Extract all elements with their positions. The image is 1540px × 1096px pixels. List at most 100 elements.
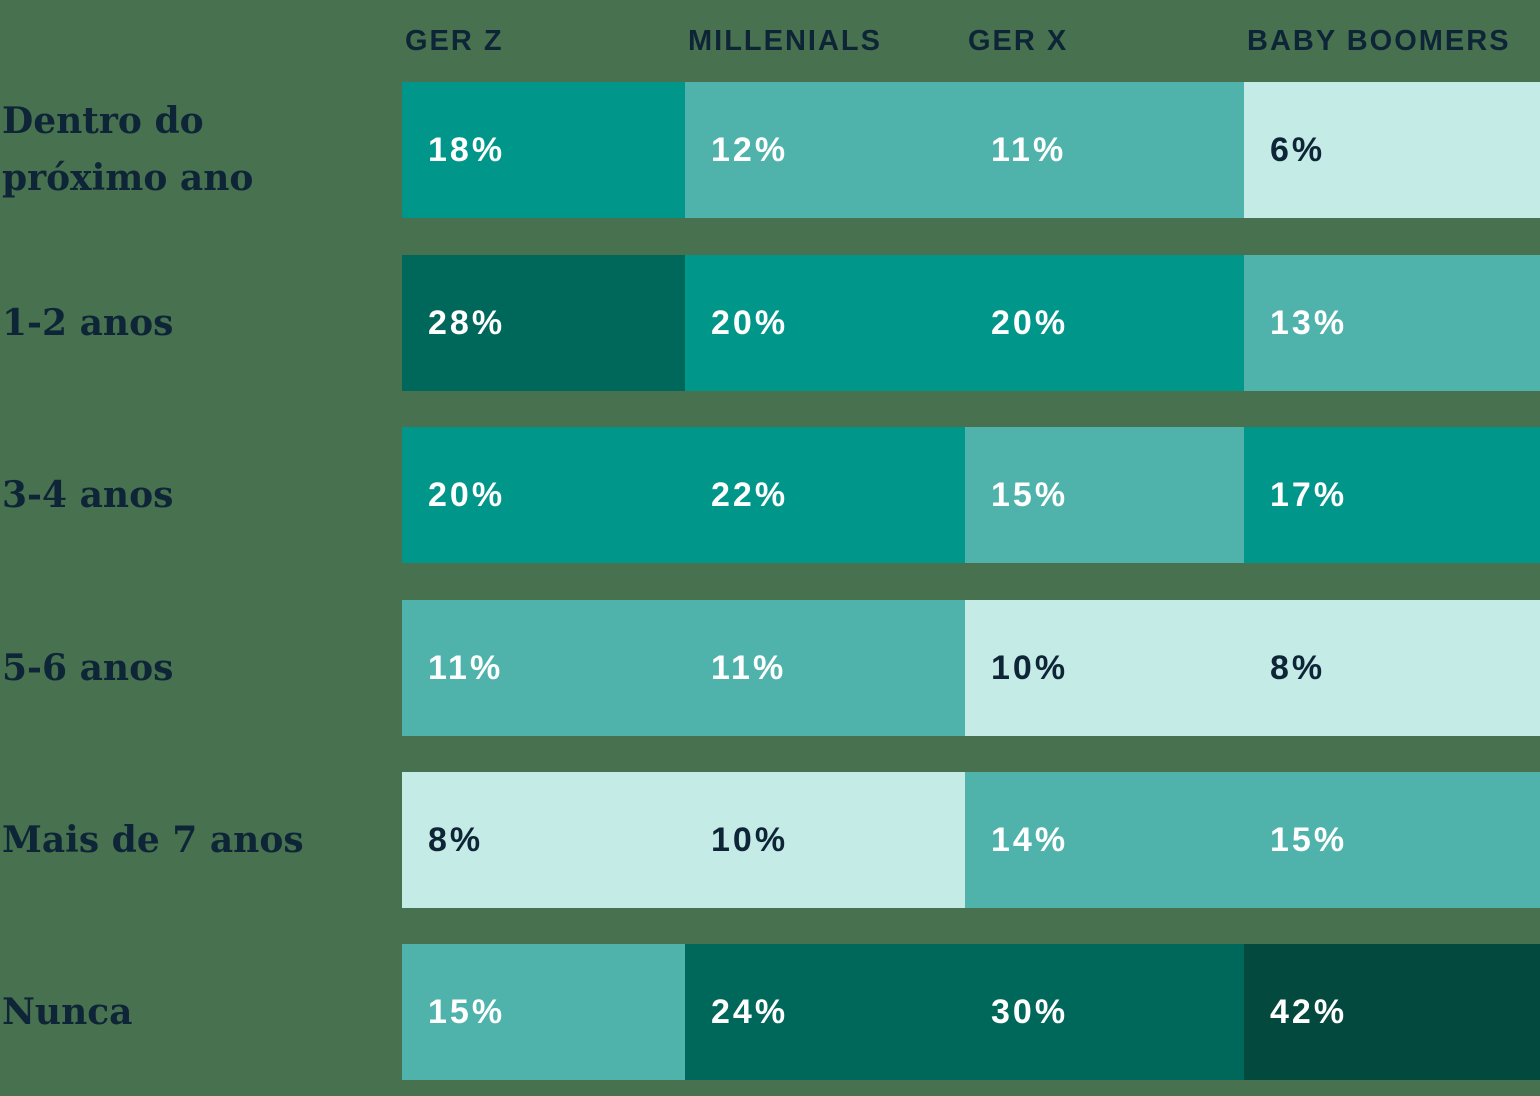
cell-value-unit: % [469, 649, 504, 687]
row-label: 5-6 anos [2, 600, 173, 736]
heatmap-cell: 15% [402, 944, 685, 1080]
cell-value-number: 10 [991, 649, 1035, 687]
cell-value-number: 18 [428, 131, 472, 169]
cell-value: 8% [1244, 651, 1325, 685]
cell-value-number: 11 [428, 649, 470, 687]
row-label: 1-2 anos [2, 255, 173, 391]
cell-value: 18% [402, 133, 505, 167]
row-label: Dentro do próximo ano [2, 82, 253, 218]
cell-value-number: 30 [991, 993, 1035, 1031]
cell-value: 42% [1244, 995, 1347, 1029]
cell-value: 6% [1244, 133, 1325, 167]
cell-value-unit: % [1313, 993, 1348, 1031]
cell-value-number: 12 [711, 131, 755, 169]
cell-value: 15% [965, 478, 1068, 512]
cell-value-unit: % [1291, 649, 1326, 687]
row-label: Mais de 7 anos [2, 772, 304, 908]
cell-value-unit: % [1034, 304, 1069, 342]
cell-value-unit: % [754, 993, 789, 1031]
row-label-line: 5-6 anos [2, 646, 174, 689]
column-header: GER X [968, 25, 1069, 57]
cell-value-unit: % [1034, 993, 1069, 1031]
cell-value-number: 14 [991, 821, 1035, 859]
cell-value-unit: % [754, 304, 789, 342]
cell-value-unit: % [754, 476, 789, 514]
heatmap-cell: 6% [1244, 82, 1540, 218]
cell-value-number: 15 [428, 993, 472, 1031]
cell-value-unit: % [1034, 476, 1069, 514]
row-label-text: Dentro do próximo ano [2, 93, 253, 207]
row-label-line: 1-2 anos [2, 301, 174, 344]
cell-value-unit: % [754, 821, 789, 859]
cell-value-unit: % [471, 993, 506, 1031]
cell-value-number: 6 [1270, 131, 1292, 169]
cell-value: 30% [965, 995, 1068, 1029]
cell-value: 24% [685, 995, 788, 1029]
row-label: 3-4 anos [2, 427, 173, 563]
cell-value-number: 8 [1270, 649, 1292, 687]
heatmap-cell: 20% [685, 255, 965, 391]
cell-value: 14% [965, 823, 1068, 857]
cell-value: 20% [402, 478, 505, 512]
cell-value-unit: % [1291, 131, 1326, 169]
heatmap-cell: 20% [402, 427, 685, 563]
cell-value: 10% [685, 823, 788, 857]
heatmap-cell: 12% [685, 82, 965, 218]
heatmap-cell: 28% [402, 255, 685, 391]
row-label-line: Dentro do [2, 100, 204, 142]
row-label-text: 5-6 anos [2, 640, 173, 697]
cell-value-unit: % [1313, 304, 1348, 342]
heatmap-cell: 14% [965, 772, 1244, 908]
cell-value-number: 10 [711, 821, 755, 859]
cell-value: 15% [402, 995, 505, 1029]
heatmap-cell: 17% [1244, 427, 1540, 563]
cell-value-number: 20 [711, 304, 755, 342]
cell-value: 11% [965, 133, 1066, 167]
cell-value-number: 28 [428, 304, 472, 342]
cell-value: 11% [402, 651, 503, 685]
cell-value: 20% [685, 306, 788, 340]
cell-value-unit: % [1313, 821, 1348, 859]
cell-value: 28% [402, 306, 505, 340]
row-label-line: próximo ano [2, 157, 254, 199]
heatmap-cell: 11% [965, 82, 1244, 218]
heatmap-cell: 11% [402, 600, 685, 736]
row-label-line: Nunca [2, 990, 133, 1033]
cell-value: 13% [1244, 306, 1347, 340]
heatmap-cell: 11% [685, 600, 965, 736]
cell-value-number: 8 [428, 821, 450, 859]
cell-value-unit: % [471, 304, 506, 342]
cell-value-unit: % [752, 649, 787, 687]
cell-value-number: 20 [991, 304, 1035, 342]
heatmap-cell: 10% [965, 600, 1244, 736]
cell-value-number: 13 [1270, 304, 1314, 342]
cell-value-number: 42 [1270, 993, 1314, 1031]
heatmap-cell: 10% [685, 772, 965, 908]
heatmap-cell: 20% [965, 255, 1244, 391]
column-header: BABY BOOMERS [1247, 25, 1511, 57]
cell-value-number: 20 [428, 476, 472, 514]
cell-value-unit: % [1313, 476, 1348, 514]
heatmap-cell: 18% [402, 82, 685, 218]
cell-value: 12% [685, 133, 788, 167]
cell-value-unit: % [471, 131, 506, 169]
row-label-line: Mais de 7 anos [2, 818, 304, 861]
cell-value-unit: % [449, 821, 484, 859]
cell-value: 11% [685, 651, 786, 685]
column-header: MILLENIALS [688, 25, 882, 57]
cell-value-unit: % [1034, 649, 1069, 687]
cell-value-number: 15 [1270, 821, 1314, 859]
cell-value: 8% [402, 823, 483, 857]
cell-value: 20% [965, 306, 1068, 340]
cell-value: 17% [1244, 478, 1347, 512]
cell-value-unit: % [1034, 821, 1069, 859]
row-label: Nunca [2, 944, 133, 1080]
heatmap-cell: 30% [965, 944, 1244, 1080]
heatmap-cell: 13% [1244, 255, 1540, 391]
heatmap-cell: 24% [685, 944, 965, 1080]
cell-value-number: 15 [991, 476, 1035, 514]
cell-value-number: 24 [711, 993, 755, 1031]
row-label-text: Mais de 7 anos [2, 812, 304, 869]
heatmap-cell: 42% [1244, 944, 1540, 1080]
